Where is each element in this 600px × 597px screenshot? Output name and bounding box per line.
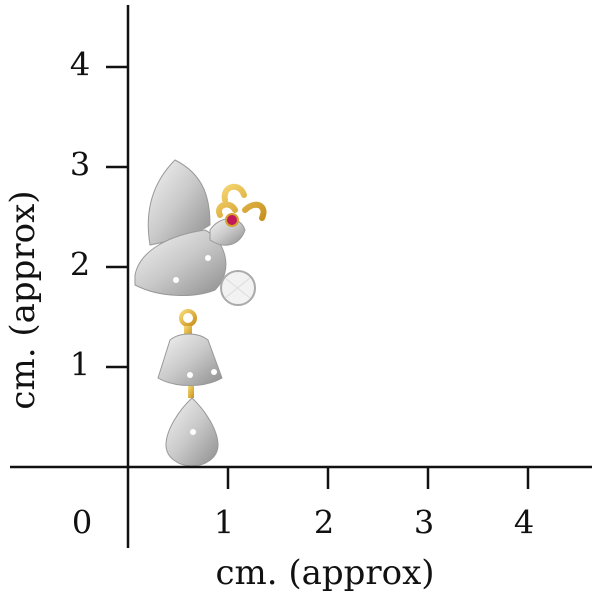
origin-label: 0	[72, 504, 92, 542]
y-axis-label: cm. (approx)	[3, 190, 43, 409]
x-axis-label: cm. (approx)	[215, 553, 434, 593]
x-tick-label: 4	[514, 504, 534, 542]
y-tick-label: 2	[70, 246, 90, 284]
y-tick-label: 1	[70, 346, 90, 384]
y-tick-label: 4	[70, 46, 90, 84]
x-tick-label: 2	[314, 504, 334, 542]
earring	[134, 159, 267, 467]
x-tick-label: 3	[414, 504, 434, 542]
y-tick-label: 3	[70, 146, 90, 184]
x-tick-label: 1	[214, 504, 234, 542]
